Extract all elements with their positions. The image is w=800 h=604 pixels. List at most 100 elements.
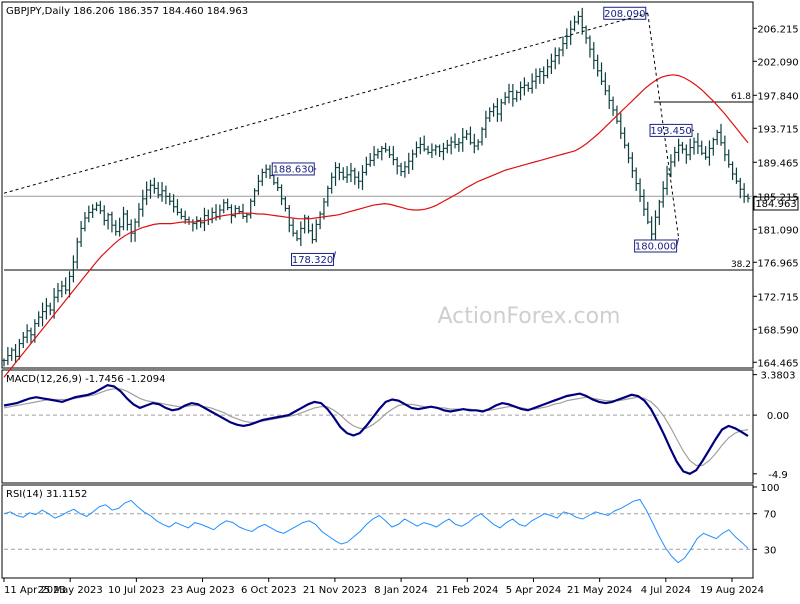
ohlc-bar [21, 331, 26, 348]
ohlc-bar [98, 200, 103, 214]
ohlc-bar [738, 177, 743, 199]
ohlc-bar [453, 133, 458, 149]
ohlc-bar [726, 149, 731, 168]
ohlc-bar [329, 172, 334, 194]
ohlc-bar [657, 199, 662, 225]
chart-marks: 61.8 38.2 208.090 188.630 178.320 193.450 180.… [2, 6, 753, 564]
x-tick-label: 8 Jan 2024 [374, 585, 428, 596]
ohlc-bar [626, 142, 631, 164]
ohlc-bar [645, 201, 650, 225]
price-tick-label: 164.465 [757, 358, 798, 369]
ohlc-bar [715, 129, 720, 145]
ohlc-bar [260, 168, 265, 186]
ohlc-bar [36, 311, 41, 327]
ohlc-bar [638, 178, 643, 203]
ohlc-bar [530, 73, 535, 94]
ohlc-bar [48, 302, 53, 316]
price-tick-label: 189.465 [757, 158, 798, 169]
ohlc-bar [314, 219, 319, 243]
ohlc-bar [321, 198, 326, 220]
ohlc-bar [364, 156, 369, 176]
ohlc-bar [152, 177, 157, 194]
ohlc-bar [414, 141, 419, 158]
ohlc-bar [641, 189, 646, 217]
ohlc-bar [622, 127, 627, 149]
ohlc-bar [44, 298, 49, 320]
ohlc-bar [514, 90, 519, 102]
macd-tick-label: 0.00 [767, 411, 789, 422]
ohlc-bar [406, 152, 411, 174]
ohlc-bar [734, 167, 739, 184]
ohlc-bar [13, 343, 18, 363]
ohlc-bar [510, 84, 515, 107]
ohlc-bar [52, 288, 57, 319]
ohlc-bar [352, 167, 357, 185]
ohlc-bar [399, 162, 404, 177]
ohlc-bar [79, 220, 84, 248]
watermark: ActionForex.com [438, 304, 621, 329]
ohlc-bar [468, 126, 473, 145]
price-tick-label: 197.840 [757, 91, 798, 102]
price-tick-label: 172.715 [757, 292, 798, 303]
ohlc-bar [267, 164, 272, 179]
ohlc-bar [649, 216, 654, 242]
x-tick-label: 4 Jul 2024 [641, 585, 691, 596]
ohlc-bar [506, 83, 511, 104]
ohlc-bar [63, 277, 68, 295]
price-annotation-label: 193.450 [650, 126, 691, 137]
ohlc-bar [144, 181, 149, 206]
ohlc-bar [102, 205, 107, 226]
ohlc-bar [410, 149, 415, 171]
ohlc-bar [456, 137, 461, 152]
ohlc-bar [503, 92, 508, 105]
ohlc-bar [692, 137, 697, 155]
ohlc-bar [634, 167, 639, 191]
price-annotation-label: 180.000 [635, 242, 676, 253]
ohlc-bar [433, 144, 438, 156]
x-tick-label: 21 Feb 2024 [436, 585, 498, 596]
ohlc-bar [275, 177, 280, 191]
price-annotation-leader [333, 251, 337, 260]
x-tick-label: 19 Aug 2024 [700, 585, 764, 596]
ohlc-bar [672, 146, 677, 167]
ohlc-bar [302, 214, 307, 234]
ohlc-bar [429, 143, 434, 158]
x-tick-label: 23 Aug 2023 [171, 585, 235, 596]
ohlc-bar [545, 59, 550, 79]
ohlc-bar [28, 327, 33, 344]
ohlc-bar [113, 220, 118, 236]
ohlc-bar [248, 198, 253, 219]
price-annotation-label: 188.630 [273, 164, 314, 175]
ohlc-bar [576, 10, 581, 25]
ohlc-bar [256, 174, 261, 196]
ohlc-bar [160, 182, 165, 202]
x-tick-label: 5 Apr 2024 [506, 585, 561, 596]
rsi-line [3, 498, 749, 564]
price-tick-label: 206.215 [757, 24, 798, 35]
ohlc-bar [614, 105, 619, 124]
price-tick-label: 176.965 [757, 258, 798, 269]
ohlc-bar [722, 135, 727, 162]
ohlc-bar [5, 346, 10, 366]
ohlc-bar [599, 62, 604, 86]
ohlc-bar [387, 146, 392, 158]
current-price-label: 184.963 [755, 199, 796, 210]
fib-level-label: 61.8 [731, 92, 751, 102]
ohlc-bar [499, 98, 504, 122]
ohlc-bar [526, 82, 531, 92]
ohlc-bar [707, 140, 712, 166]
ohlc-bar [71, 255, 76, 283]
ohlc-bar [587, 35, 592, 58]
ohlc-bar [607, 85, 612, 109]
price-annotation: 188.630 [271, 162, 317, 176]
ohlc-bar [580, 7, 585, 35]
ohlc-bar [82, 211, 87, 232]
ohlc-bar [549, 53, 554, 75]
price-panel-frame [1, 1, 754, 369]
ohlc-bar [294, 230, 299, 242]
ohlc-bar [179, 208, 184, 220]
x-tick-label: 25 May 2023 [38, 585, 103, 596]
macd-signal-line [3, 388, 749, 466]
ohlc-bar [603, 72, 608, 96]
price-annotation: 180.000 [634, 237, 680, 253]
